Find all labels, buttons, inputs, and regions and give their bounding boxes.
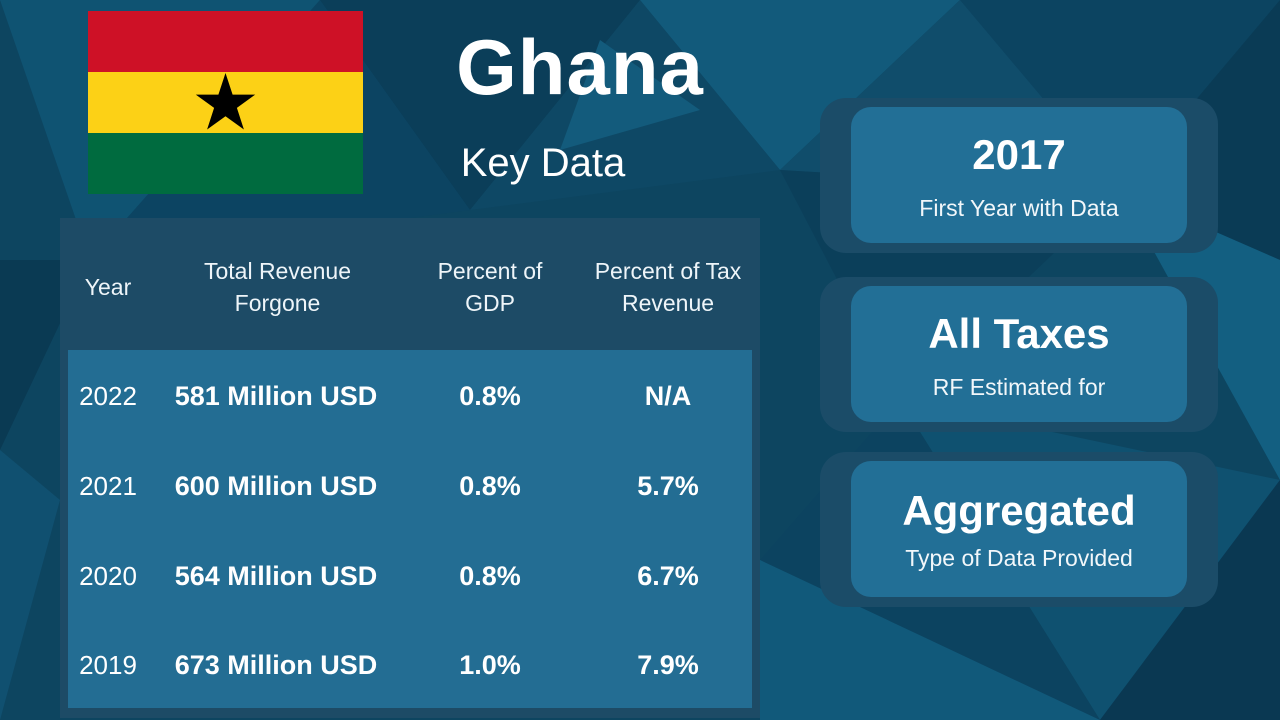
- black-star-icon: [195, 73, 256, 130]
- header-year: Year: [84, 274, 132, 300]
- cell-year: 2022: [79, 380, 137, 411]
- card-taxes: All Taxes RF Estimated for: [851, 286, 1187, 422]
- table-row: 2020 564 Million USD 0.8% 6.7%: [68, 546, 752, 606]
- header-revenue: Total Revenue Forgone: [203, 258, 352, 316]
- card-first-year: 2017 First Year with Data: [851, 107, 1187, 243]
- cell-year: 2021: [79, 470, 137, 501]
- cell-tax: 6.7%: [637, 560, 699, 591]
- cell-tax: 5.7%: [637, 470, 699, 501]
- card-data-type: Aggregated Type of Data Provided: [851, 461, 1187, 597]
- header-tax: Percent of Tax Revenue: [594, 258, 742, 316]
- cell-revenue: 564 Million USD: [174, 560, 378, 591]
- card-label: First Year with Data: [919, 195, 1119, 221]
- cell-revenue: 600 Million USD: [174, 470, 378, 501]
- page-subtitle: Key Data: [460, 141, 626, 185]
- cell-gdp: 0.8%: [459, 470, 521, 501]
- card-value: Aggregated: [902, 487, 1136, 534]
- cell-year: 2019: [79, 649, 137, 680]
- card-label: RF Estimated for: [932, 374, 1106, 400]
- cell-revenue: 581 Million USD: [174, 380, 378, 411]
- cell-gdp: 0.8%: [459, 560, 521, 591]
- cell-tax: N/A: [644, 380, 692, 411]
- table-row: 2019 673 Million USD 1.0% 7.9%: [68, 635, 752, 695]
- header-gdp: Percent of GDP: [437, 258, 543, 316]
- cell-tax: 7.9%: [637, 649, 699, 680]
- card-value: 2017: [972, 131, 1066, 178]
- table-row: 2022 581 Million USD 0.8% N/A: [68, 366, 752, 426]
- cell-gdp: 0.8%: [459, 380, 521, 411]
- cell-revenue: 673 Million USD: [174, 649, 378, 680]
- cell-gdp: 1.0%: [459, 649, 521, 680]
- data-table-body: [68, 350, 752, 708]
- card-value: All Taxes: [928, 310, 1110, 357]
- table-row: 2021 600 Million USD 0.8% 5.7%: [68, 456, 752, 516]
- card-label: Type of Data Provided: [905, 545, 1133, 571]
- ghana-flag: [88, 11, 363, 194]
- page-title: Ghana: [456, 23, 704, 111]
- cell-year: 2020: [79, 560, 137, 591]
